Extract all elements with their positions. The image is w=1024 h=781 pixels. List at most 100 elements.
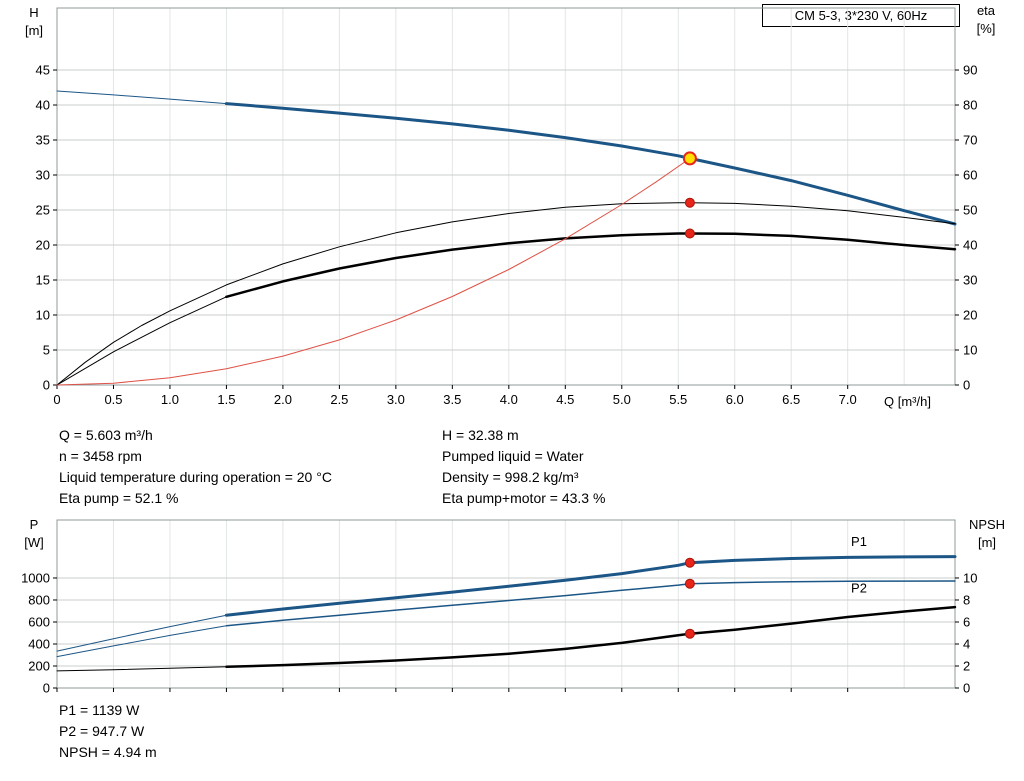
qh-eta-chart-canvas: 0 5 10 15 20 25 30 35 40 45 0 10 20 30 40 50 60 70 80 90 0 0.… bbox=[36, 7, 977, 407]
npsh-curve bbox=[225, 605, 957, 669]
plot-frame bbox=[56, 7, 956, 386]
npsh-axis-symbol: NPSH bbox=[968, 517, 1006, 532]
right-tick-label: 20 bbox=[963, 308, 977, 323]
left-tick-label: 25 bbox=[36, 203, 50, 218]
qh-curve-lead bbox=[56, 90, 227, 105]
eta-axis-unit: [%] bbox=[976, 21, 996, 36]
qh-curve bbox=[224, 102, 957, 226]
x-tick-label: 4.5 bbox=[556, 392, 574, 407]
op-eta-pump-motor: Eta pump+motor = 43.3 % bbox=[442, 490, 606, 506]
left-tick-label: 40 bbox=[36, 98, 50, 113]
h-axis-title: H [m] bbox=[12, 4, 56, 40]
right-tick-label: 60 bbox=[963, 168, 977, 183]
power-npsh-chart-canvas: 0 200 400 600 800 1000 0 2 4 6 8 10 P1 P2 bbox=[21, 519, 977, 696]
right-tick-label: 8 bbox=[963, 592, 970, 607]
op-pumped-liquid: Pumped liquid = Water bbox=[442, 448, 584, 464]
right-tick-label: 2 bbox=[963, 658, 970, 673]
npsh-axis-title: NPSH [m] bbox=[956, 516, 1018, 552]
left-tick-label: 800 bbox=[28, 592, 50, 607]
right-tick-label: 50 bbox=[963, 203, 977, 218]
x-tick-label: 4.0 bbox=[500, 392, 518, 407]
left-tick-label: 200 bbox=[28, 658, 50, 673]
left-tick-label: 400 bbox=[28, 636, 50, 651]
result-p1: P1 = 1139 W bbox=[59, 702, 140, 718]
x-tick-label: 0 bbox=[53, 392, 60, 407]
left-tick-label: 45 bbox=[36, 63, 50, 78]
x-tick-label: 2.5 bbox=[330, 392, 348, 407]
x-tick-label: 5.5 bbox=[669, 392, 687, 407]
duty-point bbox=[682, 151, 697, 166]
right-tick-label: 0 bbox=[963, 378, 970, 393]
right-tick-label: 10 bbox=[963, 570, 977, 585]
x-tick-label: 3.5 bbox=[443, 392, 461, 407]
eta-pump-motor-curve bbox=[225, 232, 957, 299]
left-tick-label: 20 bbox=[36, 238, 50, 253]
x-tick-label: 7.0 bbox=[839, 392, 857, 407]
left-tick-label: 35 bbox=[36, 133, 50, 148]
h-axis-unit: [m] bbox=[24, 23, 44, 38]
eta-axis-title: eta [%] bbox=[962, 2, 1010, 38]
p1-curve bbox=[224, 555, 957, 617]
left-tick-label: 5 bbox=[43, 343, 50, 358]
right-tick-label: 6 bbox=[963, 614, 970, 629]
x-tick-label: 3.0 bbox=[387, 392, 405, 407]
result-p2: P2 = 947.7 W bbox=[59, 723, 145, 739]
right-tick-label: 90 bbox=[963, 63, 977, 78]
p-axis-unit: [W] bbox=[24, 535, 44, 550]
q-axis-title: Q [m³/h] bbox=[884, 394, 931, 409]
operating-point-right-column: H = 32.38 m Pumped liquid = Water Densit… bbox=[442, 425, 605, 509]
operating-point-left-column: Q = 5.603 m³/h n = 3458 rpm Liquid tempe… bbox=[59, 425, 332, 509]
op-density: Density = 998.2 kg/m³ bbox=[442, 469, 579, 485]
npsh-duty-point bbox=[684, 628, 695, 639]
left-tick-label: 600 bbox=[28, 614, 50, 629]
plot-frame bbox=[56, 519, 956, 689]
right-tick-label: 30 bbox=[963, 273, 977, 288]
right-tick-label: 0 bbox=[963, 681, 970, 696]
eta-axis-symbol: eta bbox=[976, 3, 996, 18]
system-curve bbox=[56, 157, 691, 386]
left-tick-label: 15 bbox=[36, 273, 50, 288]
h-axis-symbol: H bbox=[29, 5, 39, 20]
op-head: H = 32.38 m bbox=[442, 427, 519, 443]
x-tick-label: 1.0 bbox=[161, 392, 179, 407]
x-tick-label: 2.0 bbox=[274, 392, 292, 407]
x-tick-label: 1.5 bbox=[217, 392, 235, 407]
left-tick-label: 0 bbox=[43, 681, 50, 696]
eta-pump-duty-point bbox=[684, 197, 695, 208]
left-tick-label: 10 bbox=[36, 308, 50, 323]
result-npsh: NPSH = 4.94 m bbox=[59, 744, 157, 760]
npsh-curve-lead bbox=[56, 666, 227, 672]
p1-duty-point bbox=[684, 557, 695, 568]
power-results-block: P1 = 1139 W P2 = 947.7 W NPSH = 4.94 m bbox=[59, 700, 157, 763]
p-axis-symbol: P bbox=[29, 517, 39, 532]
right-tick-label: 70 bbox=[963, 133, 977, 148]
left-tick-label: 30 bbox=[36, 168, 50, 183]
x-tick-label: 6.5 bbox=[782, 392, 800, 407]
eta-pump-motor-curve-lead bbox=[56, 296, 227, 386]
p2-curve-label: P2 bbox=[851, 580, 867, 595]
p1-curve-lead bbox=[56, 614, 227, 652]
left-tick-label: 0 bbox=[43, 378, 50, 393]
op-speed: n = 3458 rpm bbox=[59, 448, 142, 464]
pump-model-box: CM 5-3, 3*230 V, 60Hz bbox=[762, 4, 960, 27]
x-tick-label: 0.5 bbox=[104, 392, 122, 407]
right-tick-label: 80 bbox=[963, 98, 977, 113]
p2-curve bbox=[225, 580, 956, 627]
left-tick-label: 1000 bbox=[21, 570, 50, 585]
x-tick-label: 6.0 bbox=[726, 392, 744, 407]
eta-pump-motor-duty-point bbox=[684, 228, 695, 239]
right-tick-label: 10 bbox=[963, 343, 977, 358]
eta-pump-curve bbox=[56, 202, 956, 386]
p1-curve-label: P1 bbox=[851, 534, 867, 549]
p2-duty-point bbox=[684, 578, 695, 589]
npsh-axis-unit: [m] bbox=[977, 535, 997, 550]
op-flow: Q = 5.603 m³/h bbox=[59, 427, 153, 443]
x-tick-label: 5.0 bbox=[613, 392, 631, 407]
right-tick-label: 40 bbox=[963, 238, 977, 253]
op-liquid-temperature: Liquid temperature during operation = 20… bbox=[59, 469, 332, 485]
p2-curve-lead bbox=[56, 625, 227, 658]
op-eta-pump: Eta pump = 52.1 % bbox=[59, 490, 179, 506]
right-tick-label: 4 bbox=[963, 636, 970, 651]
p-axis-title: P [W] bbox=[12, 516, 56, 552]
